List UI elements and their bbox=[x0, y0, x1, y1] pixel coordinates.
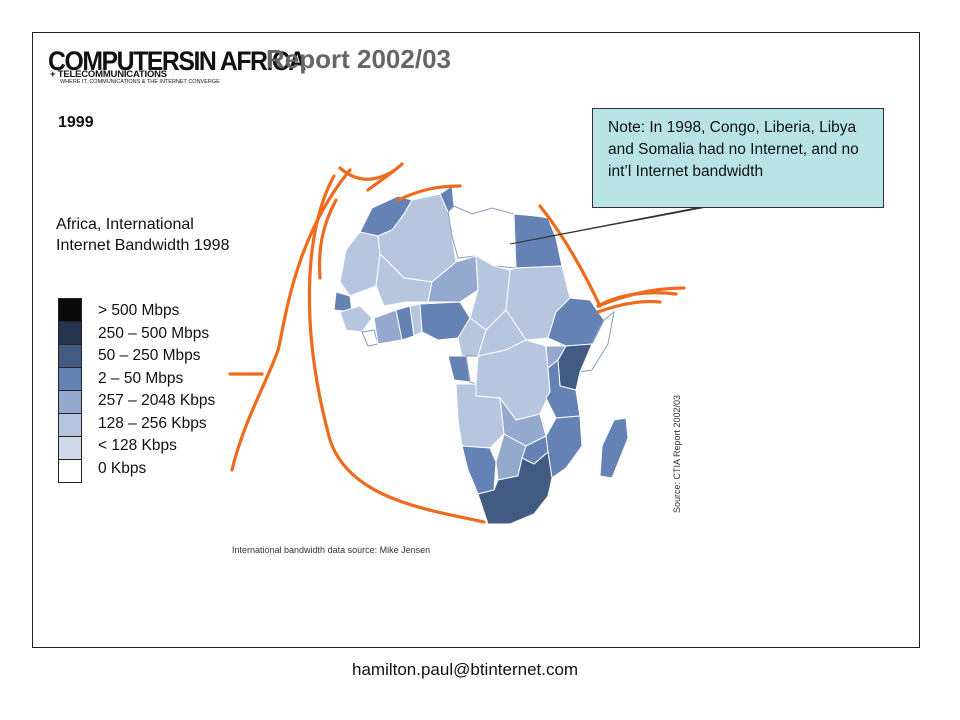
note-callout: Note: In 1998, Congo, Liberia, Libya and… bbox=[592, 108, 884, 208]
logo-subtitle: + TELECOMMUNICATIONS bbox=[50, 69, 167, 80]
undersea-cables bbox=[228, 162, 686, 524]
cable-north-west bbox=[317, 198, 338, 280]
cable-atlantic-long bbox=[230, 168, 352, 472]
legend-label: 50 – 250 Mbps bbox=[98, 347, 201, 364]
legend-label: 257 – 2048 Kbps bbox=[98, 392, 216, 409]
legend-swatch bbox=[58, 436, 82, 459]
report-title: Report 2002/03 bbox=[266, 44, 451, 74]
cable-red-sea bbox=[538, 204, 602, 308]
legend-label: 128 – 256 Kbps bbox=[98, 414, 207, 432]
logo-tagline: WHERE IT, COMMUNICATIONS & THE INTERNET … bbox=[60, 79, 220, 85]
legend-swatch bbox=[58, 367, 82, 390]
slide-frame bbox=[32, 32, 920, 648]
legend-swatch bbox=[58, 459, 82, 483]
legend-swatch bbox=[58, 413, 82, 436]
legend-label: > 500 Mbps bbox=[98, 302, 180, 319]
logo-main-text: COMPUTERSIN AFRICA bbox=[48, 46, 306, 76]
region-algeria bbox=[377, 193, 457, 283]
year-label: 1999 bbox=[58, 114, 94, 131]
cable-med bbox=[396, 184, 462, 202]
data-source-credit: International bandwidth data source: Mik… bbox=[232, 545, 431, 555]
legend-labels: > 500 Mbps 250 – 500 Mbps 50 – 250 Mbps 2 –… bbox=[98, 300, 215, 480]
computers-in-africa-logo: COMPUTERSIN AFRICA + TELECOMMUNICATIONS … bbox=[48, 46, 306, 85]
legend-label: 0 Kbps bbox=[98, 459, 147, 477]
region-mauritania bbox=[339, 231, 381, 297]
region-egypt bbox=[513, 213, 563, 269]
region-mozambique bbox=[545, 415, 583, 479]
legend-swatch bbox=[58, 321, 82, 344]
region-libya bbox=[447, 205, 517, 269]
cable-north-2 bbox=[366, 162, 404, 192]
legend-label: 250 – 500 Mbps bbox=[98, 324, 210, 342]
cable-east-3 bbox=[596, 299, 662, 314]
cable-west-coast bbox=[307, 174, 486, 524]
legend-swatch bbox=[58, 298, 82, 321]
legend-label: < 128 Kbps bbox=[98, 437, 177, 454]
region-liberia bbox=[361, 329, 379, 347]
note-text: Note: In 1998, Congo, Liberia, Libya and… bbox=[608, 119, 859, 180]
region-madagascar bbox=[599, 417, 629, 479]
legend-swatch bbox=[58, 344, 82, 367]
region-guinea bbox=[339, 305, 373, 333]
region-south-africa bbox=[477, 451, 553, 525]
source-credit: Source: CTIA Report 2002/03 bbox=[672, 394, 682, 513]
legend-label: 2 – 50 Mbps bbox=[98, 369, 184, 387]
map-title: Africa, International Internet Bandwidth… bbox=[56, 216, 230, 254]
legend-swatch bbox=[58, 390, 82, 413]
region-namibia bbox=[461, 445, 497, 495]
footer-email: hamilton.paul@btinternet.com bbox=[352, 660, 579, 679]
cable-east-2 bbox=[596, 291, 678, 308]
legend-swatches bbox=[58, 298, 82, 483]
